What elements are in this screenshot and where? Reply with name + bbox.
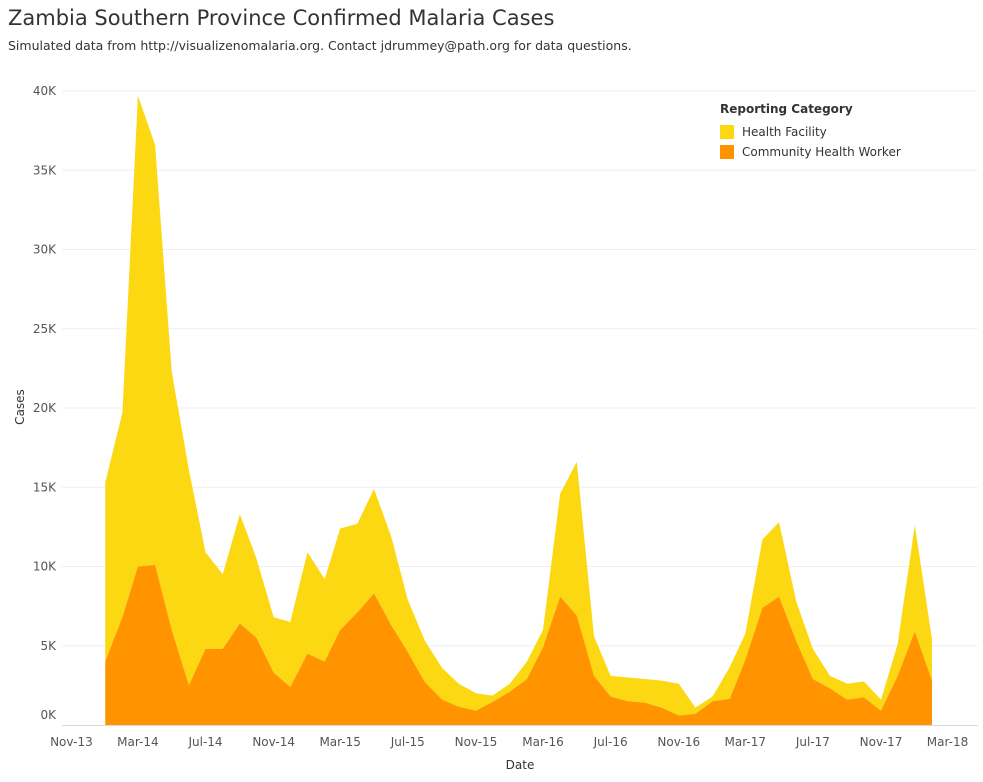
x-tick-label: Nov-13: [50, 735, 93, 749]
x-axis-title: Date: [506, 758, 535, 772]
x-tick-label: Jul-17: [795, 735, 830, 749]
y-tick-label: 25K: [33, 322, 57, 336]
chart-subtitle: Simulated data from http://visualizenoma…: [8, 38, 632, 53]
gridlines: [62, 90, 978, 647]
stacked-areas: [105, 95, 933, 725]
y-tick-label: 35K: [33, 163, 57, 177]
x-tick-label: Mar-18: [927, 735, 968, 749]
x-tick-label: Nov-14: [252, 735, 295, 749]
area-series-health-facility[interactable]: [105, 95, 933, 716]
y-tick-label: 0K: [40, 708, 57, 722]
x-tick-label: Mar-16: [522, 735, 563, 749]
x-tick-label: Jul-15: [390, 735, 425, 749]
x-axis-ticks: Nov-13 Mar-14 Jul-14 Nov-14 Mar-15 Jul-15 Nov-…: [50, 735, 968, 749]
x-tick-label: Nov-17: [860, 735, 903, 749]
legend-item-health-facility[interactable]: Health Facility: [720, 122, 901, 142]
y-axis-ticks: 0K 5K 10K 15K 20K 25K 30K 35K 40K: [33, 84, 57, 722]
y-axis-title: Cases: [13, 389, 27, 425]
y-tick-label: 10K: [33, 560, 57, 574]
area-series-community-health-worker[interactable]: [105, 564, 933, 725]
y-tick-label: 5K: [40, 639, 57, 653]
x-tick-label: Jul-14: [187, 735, 222, 749]
x-tick-label: Jul-16: [593, 735, 628, 749]
x-tick-label: Mar-15: [319, 735, 360, 749]
y-tick-label: 20K: [33, 401, 57, 415]
chart-title: Zambia Southern Province Confirmed Malar…: [8, 6, 555, 30]
x-tick-label: Nov-15: [455, 735, 498, 749]
x-tick-label: Nov-16: [657, 735, 700, 749]
y-tick-label: 30K: [33, 243, 57, 257]
legend-label: Community Health Worker: [742, 145, 901, 159]
legend: Reporting Category Health Facility Commu…: [720, 102, 901, 162]
legend-swatch: [720, 145, 734, 159]
x-tick-label: Mar-14: [117, 735, 158, 749]
legend-item-community-health-worker[interactable]: Community Health Worker: [720, 142, 901, 162]
legend-title: Reporting Category: [720, 102, 853, 116]
y-tick-label: 15K: [33, 480, 57, 494]
legend-label: Health Facility: [742, 125, 827, 139]
x-tick-label: Mar-17: [725, 735, 766, 749]
y-tick-label: 40K: [33, 84, 57, 98]
legend-swatch: [720, 125, 734, 139]
